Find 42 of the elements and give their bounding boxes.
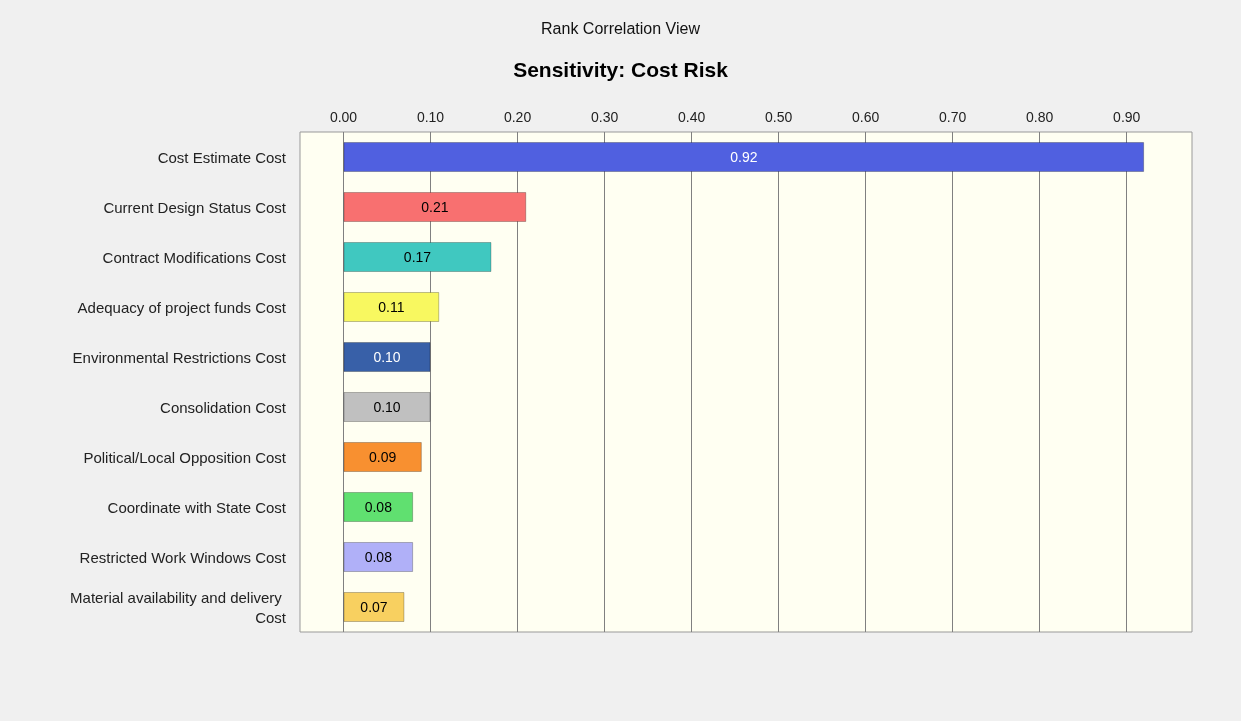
data-label: 0.92 (730, 149, 758, 165)
y-tick-label: Environmental Restrictions Cost (72, 348, 287, 366)
bar (343, 342, 431, 372)
y-tick-label: Current Design Status Cost (103, 198, 287, 216)
y-tick-label: Cost Estimate Cost (157, 148, 287, 166)
bar (343, 292, 440, 322)
data-label: 0.21 (421, 199, 449, 215)
data-label: 0.11 (378, 299, 405, 315)
bar (343, 142, 1145, 172)
y-tick-label: Material availability and delivery Cost (70, 588, 287, 626)
y-tick-label: Consolidation Cost (160, 398, 287, 416)
y-tick-label: Contract Modifications Cost (102, 248, 287, 266)
x-tick-label: 0.40 (677, 109, 706, 125)
bar (343, 392, 431, 422)
x-tick-label: 0.90 (1113, 109, 1141, 125)
y-tick-label: Coordinate with State Cost (107, 498, 287, 516)
data-label: 0.09 (369, 449, 397, 465)
x-tick-label: 0.60 (852, 109, 880, 125)
data-label: 0.08 (364, 549, 393, 565)
data-label: 0.07 (360, 599, 388, 615)
chart-subtitle: Rank Correlation View (541, 19, 701, 37)
data-label: 0.17 (403, 249, 432, 265)
bar (343, 242, 492, 272)
y-tick-label: Political/Local Opposition Cost (83, 448, 287, 466)
bar (343, 442, 422, 472)
y-tick-label: Restricted Work Windows Cost (79, 548, 287, 566)
chart-title: Sensitivity: Cost Risk (513, 58, 729, 81)
data-label: 0.10 (373, 399, 401, 415)
data-label: 0.10 (373, 349, 401, 365)
y-tick-label: Adequacy of project funds Cost (77, 298, 287, 316)
bar (343, 192, 527, 222)
x-tick-label: 0.10 (416, 109, 445, 125)
x-tick-label: 0.50 (765, 109, 793, 125)
x-tick-label: 0.00 (329, 109, 358, 125)
x-tick-label: 0.80 (1026, 109, 1054, 125)
bar (343, 492, 414, 522)
x-tick-label: 0.70 (939, 109, 967, 125)
x-tick-label: 0.30 (590, 109, 619, 125)
x-tick-label: 0.20 (503, 109, 532, 125)
bar (343, 542, 414, 572)
bar (343, 592, 405, 622)
data-label: 0.08 (364, 499, 393, 515)
